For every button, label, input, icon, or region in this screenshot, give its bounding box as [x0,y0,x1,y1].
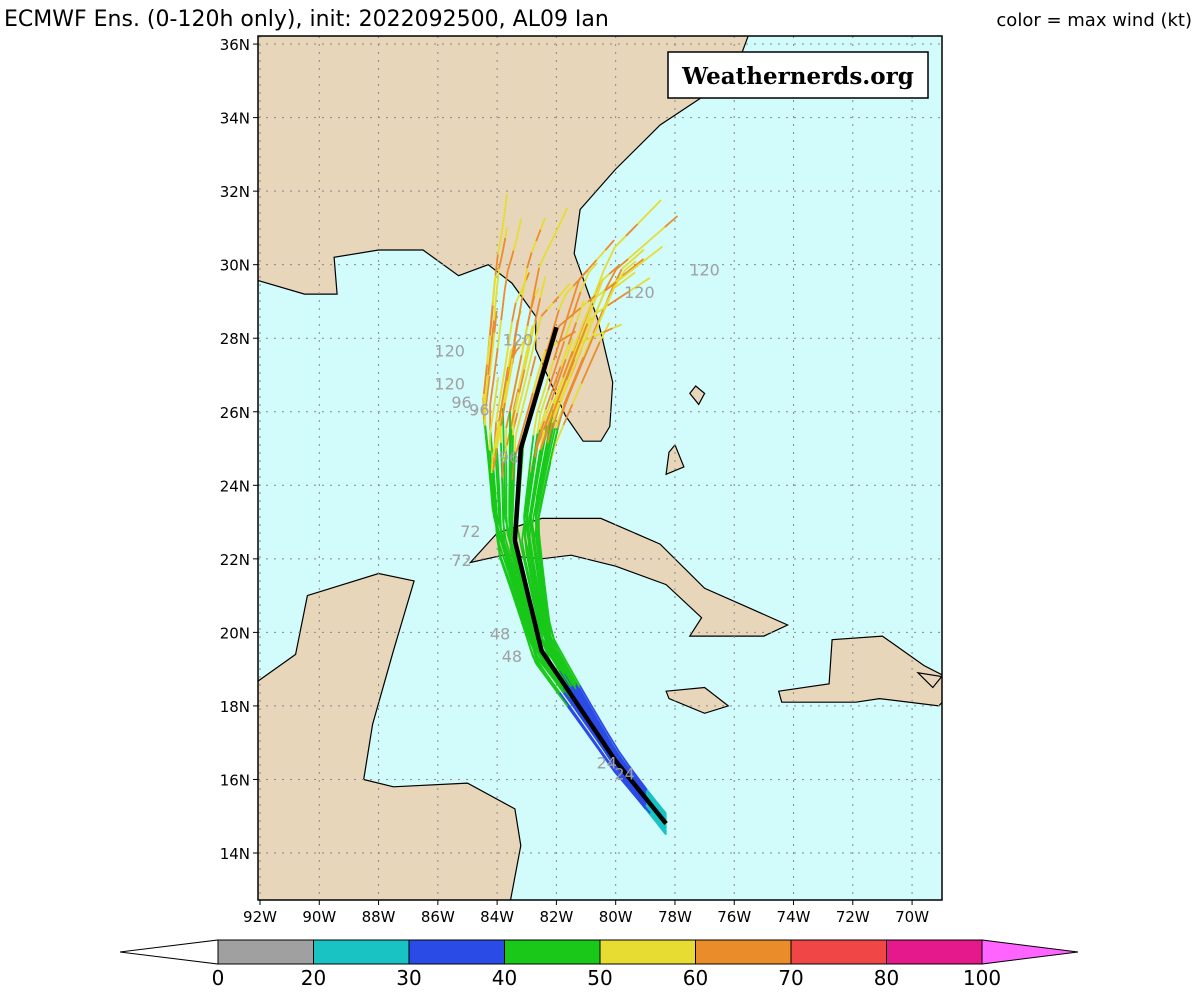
track-label: 48 [502,647,522,666]
colorbar-label: 70 [778,966,803,990]
lat-label: 28N [220,330,250,348]
lat-label: 30N [220,257,250,275]
colorbar-box [791,940,887,964]
lat-label: 14N [220,845,250,863]
track-label: 96 [499,448,519,467]
ensemble-track [496,504,497,521]
track-label: 48 [490,625,510,644]
lat-label: 34N [220,110,250,128]
lon-label: 88W [362,908,396,926]
track-label: 24 [614,764,634,783]
lon-label: 82W [539,908,573,926]
colorbar-high [982,940,1078,964]
ensemble-track [500,497,501,513]
lon-label: 80W [599,908,633,926]
colorbar-box [314,940,410,964]
title: ECMWF Ens. (0-120h only), init: 20220925… [4,7,609,32]
track-label: 120 [503,331,534,350]
track-label: 120 [434,375,465,394]
colorbar-label: 30 [396,966,421,990]
lon-label: 70W [895,908,929,926]
ensemble-track [497,482,498,501]
ensemble-track [499,481,500,497]
lat-label: 18N [220,698,250,716]
ensemble-track [497,522,498,539]
ensemble-track [513,483,514,498]
ensemble-track [512,513,513,528]
lon-label: 90W [302,908,336,926]
lon-label: 78W [658,908,692,926]
lat-label: 22N [220,551,250,569]
lon-label: 72W [836,908,870,926]
legend-note: color = max wind (kt) [996,10,1192,31]
colorbar-box [696,940,792,964]
ensemble-track [528,527,529,548]
lon-label: 76W [717,908,751,926]
track-label: 72 [451,551,471,570]
map: 12012012012012096969672724848242436N34N3… [220,26,960,926]
lon-label: 84W [480,908,514,926]
lat-label: 24N [220,477,250,495]
track-label: 96 [469,400,489,419]
lat-label: 16N [220,771,250,789]
lat-label: 20N [220,624,250,642]
colorbar-label: 60 [683,966,708,990]
colorbar: 0 20 30 40 50 60 70 80 100 [120,940,1078,990]
lat-label: 32N [220,183,250,201]
colorbar-box [600,940,696,964]
track-label: 120 [434,342,465,361]
ensemble-track [514,467,515,482]
track-label: 72 [460,522,480,541]
lon-label: 92W [243,908,277,926]
colorbar-label: 40 [492,966,517,990]
colorbar-box [409,940,505,964]
colorbar-label: 50 [587,966,612,990]
colorbar-box [887,940,983,964]
colorbar-label: 20 [301,966,326,990]
watermark: Weathernerds.org [681,63,914,90]
colorbar-label: 80 [874,966,899,990]
lat-label: 26N [220,404,250,422]
lon-label: 74W [777,908,811,926]
track-label: 120 [689,261,720,280]
colorbar-box [218,940,314,964]
colorbar-low [120,940,218,964]
colorbar-label: 100 [963,966,1001,990]
ensemble-track [496,463,497,482]
ensemble-track [513,498,514,513]
colorbar-label: 0 [212,966,225,990]
colorbar-box [505,940,601,964]
lat-label: 36N [220,36,250,54]
lon-label: 86W [421,908,455,926]
track-label: 120 [624,283,655,302]
